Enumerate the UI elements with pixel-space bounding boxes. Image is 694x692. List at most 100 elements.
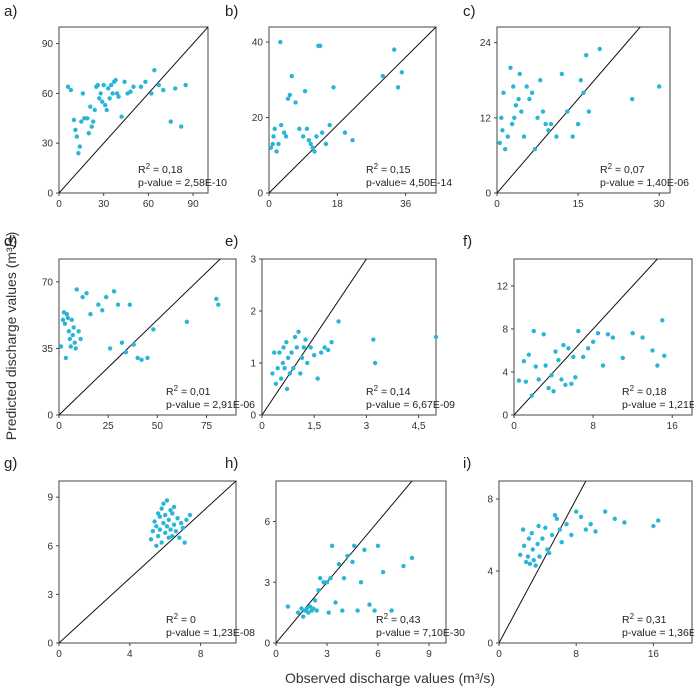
data-point: [289, 73, 294, 79]
r-squared-value: = 0: [178, 614, 196, 626]
x-tick-label: 0: [494, 199, 500, 210]
data-point: [294, 345, 299, 350]
data-point: [149, 91, 154, 96]
data-point: [84, 291, 89, 296]
data-point: [116, 94, 121, 99]
x-tick-label: 9: [426, 649, 432, 660]
data-point: [516, 378, 522, 383]
data-point: [340, 608, 345, 613]
r-squared-value: = 0,31: [634, 614, 667, 626]
data-point: [586, 109, 592, 114]
data-point: [331, 85, 336, 90]
r-squared-label: R2 = 0,01: [166, 384, 211, 398]
p-value-label: p-value = 7,10E-30: [376, 627, 465, 639]
one-to-one-line: [59, 27, 208, 193]
scatter-panel: a) 0 30 60 90 0 30 60 90 R2 = 0,18p-value = 2,58E…: [4, 3, 227, 210]
data-point: [559, 540, 564, 545]
one-to-one-line: [262, 259, 368, 415]
data-point: [157, 527, 163, 532]
data-point: [74, 287, 79, 292]
data-point: [297, 126, 302, 132]
data-point: [300, 134, 306, 139]
data-point: [656, 518, 661, 523]
data-point: [154, 543, 159, 548]
data-point: [276, 141, 281, 147]
r-squared-symbol: R: [376, 614, 384, 626]
data-point: [543, 363, 548, 368]
data-point: [301, 614, 306, 619]
data-point: [540, 109, 546, 114]
data-point: [620, 355, 625, 361]
r-squared-value: = 0,18: [634, 386, 667, 398]
data-point: [552, 513, 558, 518]
x-tick-label: 60: [143, 199, 155, 210]
data-point: [540, 536, 545, 541]
r-squared-value: = 0,14: [378, 386, 411, 398]
p-value-label: p-value = 6,67E-09: [366, 399, 455, 411]
data-point: [92, 107, 97, 113]
data-point: [517, 71, 522, 77]
data-point: [299, 355, 305, 360]
data-point: [281, 345, 286, 350]
data-point: [610, 335, 616, 340]
data-point: [78, 336, 83, 342]
x-tick-label: 15: [573, 199, 585, 210]
r-squared-superscript: 2: [174, 384, 179, 393]
data-point: [284, 386, 290, 392]
plot-frame: [496, 26, 671, 194]
data-point: [527, 561, 533, 566]
r-squared-value: = 0,01: [178, 386, 211, 398]
data-point: [561, 342, 566, 348]
data-point: [289, 350, 294, 355]
data-point: [273, 381, 279, 386]
data-point: [345, 553, 350, 559]
one-to-one-line: [59, 481, 236, 643]
data-point: [556, 357, 561, 363]
data-point: [131, 84, 136, 89]
data-point: [350, 137, 355, 143]
data-point: [178, 124, 184, 129]
data-point: [65, 315, 71, 321]
data-point: [161, 501, 166, 506]
x-tick-label: 0: [273, 649, 279, 660]
plot-frame: [498, 480, 693, 644]
plot-frame: [268, 26, 437, 194]
r-squared-symbol: R: [166, 614, 174, 626]
x-tick-label: 6: [375, 649, 381, 660]
panel-label: b): [225, 3, 238, 20]
panel-label: e): [225, 233, 238, 250]
data-point: [535, 115, 540, 121]
y-tick-label: 30: [42, 139, 54, 150]
data-point: [629, 96, 635, 102]
data-point: [554, 134, 559, 139]
y-tick-label: 0: [264, 639, 270, 650]
r-squared-symbol: R: [366, 386, 374, 398]
x-tick-label: 30: [654, 199, 666, 210]
data-point: [73, 127, 78, 133]
scatter-panel: f) 0 8 16 0 4 8 12 R2 = 0,18p-value = 1,21E-12: [463, 233, 694, 432]
data-point: [178, 520, 184, 526]
data-point: [590, 339, 596, 345]
data-point: [66, 329, 72, 334]
data-point: [554, 516, 560, 521]
x-tick-label: 3: [324, 649, 330, 660]
data-point: [89, 124, 94, 129]
y-tick-label: 6: [264, 517, 270, 528]
data-point: [350, 559, 355, 565]
data-point: [80, 294, 85, 300]
data-point: [96, 302, 101, 307]
data-point: [516, 96, 521, 102]
data-point: [531, 558, 536, 563]
data-point: [173, 86, 178, 91]
data-point: [86, 131, 92, 136]
data-point: [128, 89, 133, 94]
data-point: [159, 540, 164, 545]
one-to-one-line: [59, 259, 221, 415]
y-tick-label: 20: [252, 113, 264, 124]
data-point: [380, 569, 386, 575]
data-point: [152, 67, 157, 73]
data-point: [519, 109, 524, 114]
data-point: [182, 540, 187, 545]
data-point: [268, 145, 274, 150]
